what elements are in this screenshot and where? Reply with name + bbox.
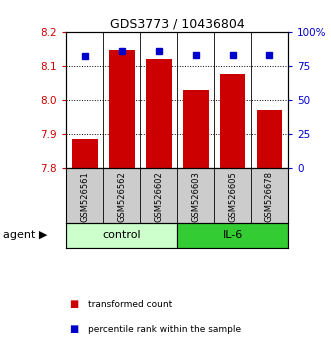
Bar [66,223,177,248]
Text: GSM526678: GSM526678 [265,171,274,222]
Bar [177,223,288,248]
Text: GSM526562: GSM526562 [117,171,126,222]
Text: GSM526603: GSM526603 [191,171,200,222]
Text: GSM526561: GSM526561 [80,171,89,222]
Bar [219,74,246,169]
Bar [146,59,171,169]
Bar [183,90,209,169]
Title: GDS3773 / 10436804: GDS3773 / 10436804 [110,18,245,31]
Bar [72,139,98,169]
Text: percentile rank within the sample: percentile rank within the sample [88,325,241,334]
Bar [109,50,135,169]
Text: agent ▶: agent ▶ [3,230,48,240]
Text: GSM526602: GSM526602 [154,171,163,222]
Text: ■: ■ [70,324,79,334]
Text: IL-6: IL-6 [222,230,243,240]
Bar [257,110,282,169]
Text: GSM526605: GSM526605 [228,171,237,222]
Text: control: control [102,230,141,240]
Text: transformed count: transformed count [88,300,172,309]
Text: ■: ■ [70,299,79,309]
